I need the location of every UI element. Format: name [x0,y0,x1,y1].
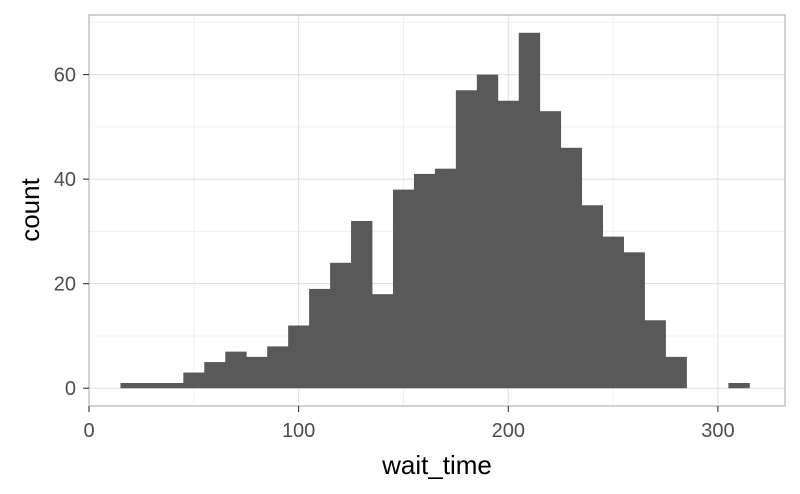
histogram-bar [455,90,478,389]
histogram-bar [539,111,562,389]
x-tick-label: 0 [83,420,94,442]
histogram-bar [665,356,687,389]
y-tick-label: 60 [54,65,76,87]
x-tick-label: 300 [701,420,734,442]
histogram-bar [476,74,499,389]
histogram-bar [518,32,541,389]
histogram-bar [120,383,142,389]
histogram-bar [413,173,436,389]
histogram-bars [120,32,750,389]
y-axis-title: count [15,177,45,241]
plot-panel-border [88,14,786,407]
histogram-bar [246,356,268,389]
histogram-bar [623,252,645,389]
histogram-bar [644,320,666,389]
histogram-bar [602,236,624,389]
histogram-bar [225,351,247,389]
histogram-bar [309,288,331,389]
histogram-bar [560,147,583,389]
y-tick-label: 40 [54,169,76,191]
x-axis-title: wait_time [381,450,492,480]
histogram-bar [497,100,520,389]
histogram-bar [581,205,604,389]
histogram-bar [372,294,394,389]
histogram-bar [728,383,750,389]
x-tick-label: 200 [492,420,525,442]
histogram-bar [434,168,457,389]
histogram-bar [204,362,226,389]
histogram-bar [183,372,205,389]
histogram-bar [141,383,163,389]
axis-ticks: 0 100 200 300 0 20 40 60 [54,65,735,442]
histogram-bar [288,325,310,389]
histogram-bar [267,346,289,389]
histogram-bar [162,383,184,389]
histogram-bar [392,189,415,389]
histogram-bar [330,262,352,389]
histogram-bar [351,220,373,389]
y-tick-label: 20 [54,274,76,296]
y-tick-label: 0 [65,378,76,400]
x-tick-label: 100 [282,420,315,442]
